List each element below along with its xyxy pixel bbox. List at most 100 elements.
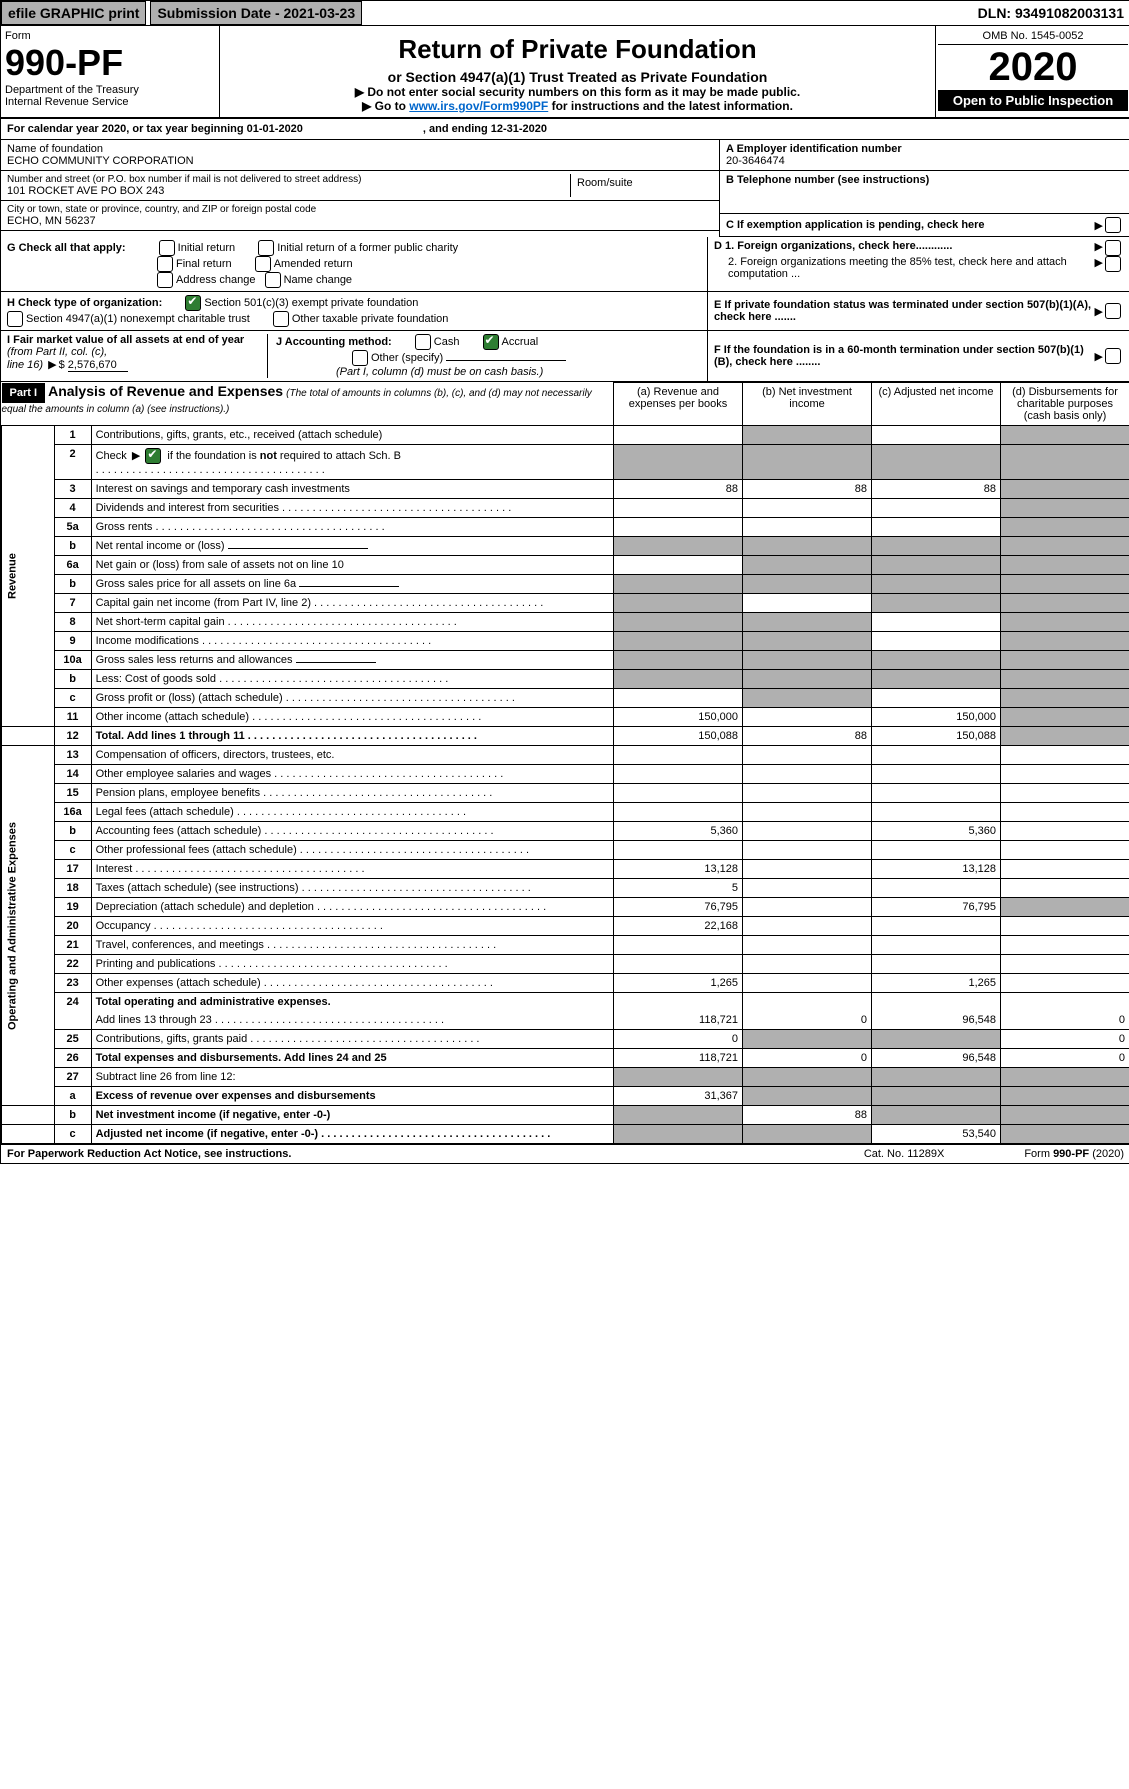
line-25-a: 0 [614,1030,743,1049]
line-19-c: 76,795 [872,898,1001,917]
line-27a: Excess of revenue over expenses and disb… [91,1087,613,1106]
line-26: Total expenses and disbursements. Add li… [91,1049,613,1068]
open-public-inspection: Open to Public Inspection [938,90,1128,111]
line-23-a: 1,265 [614,974,743,993]
e-checkbox[interactable] [1105,303,1121,319]
name-change-checkbox[interactable] [265,272,281,288]
line-24-b: 0 [743,993,872,1030]
f-label: F If the foundation is in a 60-month ter… [714,344,1093,368]
j-cash-label: Cash [434,336,460,348]
ein-value: 20-3646474 [726,155,1124,167]
final-return-label: Final return [176,258,232,270]
line-23-c: 1,265 [872,974,1001,993]
line-5a: Gross rents [91,518,613,537]
ssn-warning: ▶ Do not enter social security numbers o… [224,85,931,99]
dln: DLN: 93491082003131 [972,2,1129,24]
j-note: (Part I, column (d) must be on cash basi… [336,366,543,378]
name-change-label: Name change [284,274,353,286]
line2-checkbox[interactable] [145,448,161,464]
name-label: Name of foundation [7,143,713,155]
h-other-checkbox[interactable] [273,311,289,327]
line-10a: Gross sales less returns and allowances [91,651,613,670]
d1-checkbox[interactable] [1105,240,1121,256]
i-line: line 16) [7,359,43,371]
line-10b: Less: Cost of goods sold [91,670,613,689]
footer-left: For Paperwork Reduction Act Notice, see … [7,1148,291,1160]
d2-label: 2. Foreign organizations meeting the 85%… [714,256,1093,280]
j-other-label: Other (specify) [371,352,443,364]
d1-label: D 1. Foreign organizations, check here..… [714,240,1093,256]
line-16b-a: 5,360 [614,822,743,841]
initial-return-checkbox[interactable] [159,240,175,256]
goto-link-line: ▶ Go to www.irs.gov/Form990PF for instru… [224,99,931,113]
line-3-c: 88 [872,480,1001,499]
col-d-header: (d) Disbursements for charitable purpose… [1001,383,1129,426]
addr-change-label: Address change [176,274,256,286]
line-26-d: 0 [1001,1049,1129,1068]
fmv-value: 2,576,670 [68,359,128,372]
h-501c3-label: Section 501(c)(3) exempt private foundat… [204,297,418,309]
initial-former-checkbox[interactable] [258,240,274,256]
h-501c3-checkbox[interactable] [185,295,201,311]
line-1: Contributions, gifts, grants, etc., rece… [91,426,613,445]
line-26-c: 96,548 [872,1049,1001,1068]
j-other-checkbox[interactable] [352,350,368,366]
line-17-a: 13,128 [614,860,743,879]
j-cash-checkbox[interactable] [415,334,431,350]
calendar-year-ending: , and ending 12-31-2020 [423,123,547,135]
i-sub: (from Part II, col. (c), [7,346,107,358]
line-12-b: 88 [743,727,872,746]
j-accrual-checkbox[interactable] [483,334,499,350]
irs-label: Internal Revenue Service [5,96,215,108]
irs-form-link[interactable]: www.irs.gov/Form990PF [409,99,548,113]
line-26-a: 118,721 [614,1049,743,1068]
city-label: City or town, state or province, country… [7,204,713,215]
line-12-c: 150,088 [872,727,1001,746]
line-13: Compensation of officers, directors, tru… [91,746,613,765]
col-c-header: (c) Adjusted net income [872,383,1001,426]
omb-number: OMB No. 1545-0052 [938,28,1128,45]
initial-return-label: Initial return [178,242,235,254]
line-10c: Gross profit or (loss) (attach schedule) [91,689,613,708]
form-label: Form [5,30,215,42]
line-12: Total. Add lines 1 through 11 [91,727,613,746]
line-27b-b: 88 [743,1106,872,1125]
exemption-pending-label: C If exemption application is pending, c… [726,219,1093,231]
efile-graphic-print[interactable]: efile GRAPHIC print [1,1,146,25]
line-16b-c: 5,360 [872,822,1001,841]
addr-change-checkbox[interactable] [157,272,173,288]
line-27a-a: 31,367 [614,1087,743,1106]
f-checkbox[interactable] [1105,348,1121,364]
line-11-c: 150,000 [872,708,1001,727]
line-17-c: 13,128 [872,860,1001,879]
initial-former-label: Initial return of a former public charit… [277,242,458,254]
d2-checkbox[interactable] [1105,256,1121,272]
final-return-checkbox[interactable] [157,256,173,272]
line-24-a: 118,721 [614,993,743,1030]
calendar-year-label: For calendar year 2020, or tax year begi… [7,123,303,135]
line-3: Interest on savings and temporary cash i… [91,480,613,499]
h-4947-checkbox[interactable] [7,311,23,327]
revenue-group-label: Revenue [2,426,55,727]
telephone-label: B Telephone number (see instructions) [726,174,1124,186]
line-26-b: 0 [743,1049,872,1068]
line-3-a: 88 [614,480,743,499]
tax-year: 2020 [938,45,1128,90]
line-16b: Accounting fees (attach schedule) [91,822,613,841]
room-suite-label: Room/suite [570,174,713,197]
exemption-checkbox[interactable] [1105,217,1121,233]
line-12-a: 150,088 [614,727,743,746]
line-17: Interest [91,860,613,879]
line-14: Other employee salaries and wages [91,765,613,784]
line-9: Income modifications [91,632,613,651]
amended-return-checkbox[interactable] [255,256,271,272]
line-11: Other income (attach schedule) [91,708,613,727]
line-27b: Net investment income (if negative, ente… [91,1106,613,1125]
line-16c: Other professional fees (attach schedule… [91,841,613,860]
ein-label: A Employer identification number [726,143,1124,155]
line-2: Check ▶ if the foundation is not require… [91,445,613,480]
part-i-header: Part I [2,383,46,403]
line-23: Other expenses (attach schedule) [91,974,613,993]
g-label: G Check all that apply: [7,242,126,254]
line-24-c: 96,548 [872,993,1001,1030]
